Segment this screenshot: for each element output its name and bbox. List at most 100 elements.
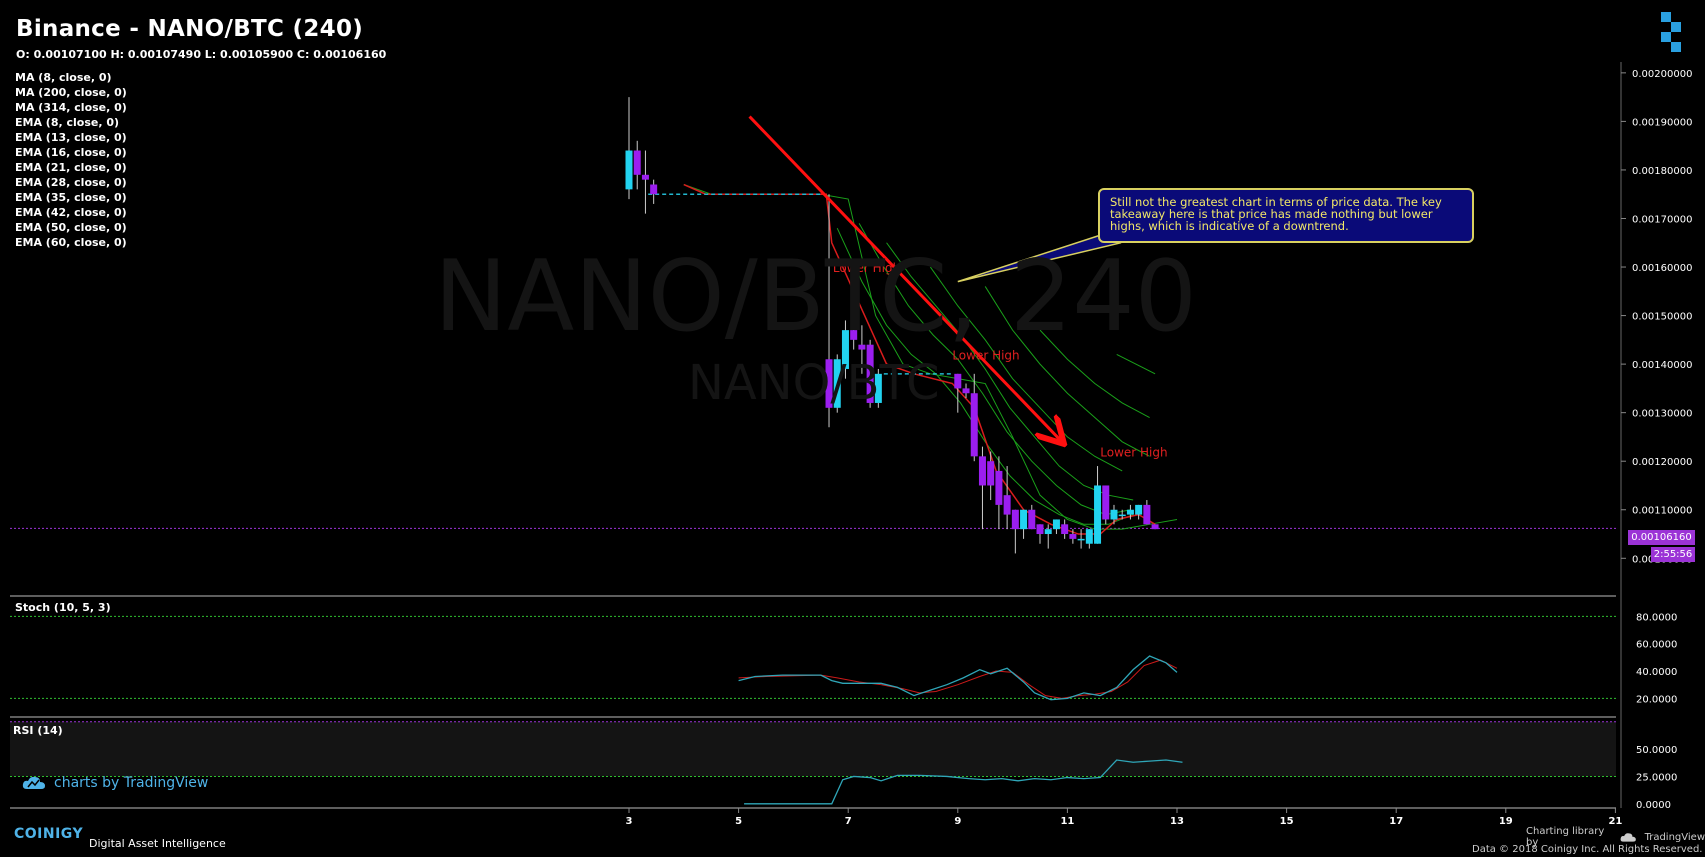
data-credit: Data © 2018 Coinigy Inc. All Rights Rese… [1472,844,1703,855]
lower-high-label: Lower High [1100,445,1167,459]
candle-body [1044,529,1052,535]
indicator-label[interactable]: EMA (50, close, 0) [15,221,127,234]
candle-body [625,150,633,190]
callout-note[interactable]: Still not the greatest chart in terms of… [1098,188,1474,243]
candle-body [1036,524,1044,535]
price-tick-label: 0.00200000 [1632,69,1692,80]
indicator-label[interactable]: EMA (60, close, 0) [15,236,127,249]
rsi-line [744,759,1183,805]
candle-body [962,388,970,394]
coinigy-corner-logo[interactable] [1643,0,1705,58]
indicator-label[interactable]: MA (314, close, 0) [15,101,127,114]
ohlc-readout: O: 0.00107100 H: 0.00107490 L: 0.0010590… [16,48,387,61]
candle-body [1126,509,1134,515]
candle-body [1094,485,1102,544]
ema-line [929,266,1123,472]
candle-body [987,461,995,486]
time-tick-label: 9 [954,816,961,827]
candle-body [995,470,1003,505]
time-tick-label: 5 [735,816,742,827]
trendline-arrow [748,115,1062,442]
rsi-tick-label: 0.0000 [1636,800,1671,811]
time-tick-label: 13 [1170,816,1184,827]
candle-timer-tag: 2:55:56 [1651,547,1695,562]
price-tick-label: 0.00140000 [1632,360,1692,371]
candle-body [1052,519,1060,530]
tradingview-cloud-icon [1620,832,1636,842]
time-tick-label: 7 [845,816,852,827]
candle-body [1102,485,1110,520]
coinigy-mark-icon [1643,0,1705,58]
stoch-pane-label[interactable]: Stoch (10, 5, 3) [15,601,111,614]
price-tick-label: 0.00180000 [1632,166,1692,177]
time-tick-label: 19 [1499,816,1513,827]
watermark-symbol: NANO/BTC, 240 [434,240,1197,354]
last-price-tag: 0.00106160 [1628,530,1695,545]
indicator-list: MA (8, close, 0) MA (200, close, 0) MA (… [15,70,127,250]
candle-body [970,393,978,457]
chart-title: Binance - NANO/BTC (240) [16,16,364,42]
indicator-label[interactable]: EMA (35, close, 0) [15,191,127,204]
price-tick-label: 0.00120000 [1632,457,1692,468]
candle-body [1118,514,1126,517]
price-tick-label: 0.00190000 [1632,117,1692,128]
price-tick-label: 0.00170000 [1632,214,1692,225]
candle-body [1135,504,1143,515]
time-tick-label: 15 [1280,816,1294,827]
indicator-label[interactable]: EMA (28, close, 0) [15,176,127,189]
candle-body [1069,534,1077,539]
candle-body [1143,504,1151,525]
tradingview-short-label: TradingView [1644,831,1705,843]
charting-library-credit[interactable]: Charting library by TradingView [1526,826,1705,848]
price-tick-label: 0.00130000 [1632,409,1692,420]
candle-body [866,344,874,403]
indicator-label[interactable]: EMA (8, close, 0) [15,116,120,129]
candle-body [978,456,986,486]
candle-body [825,359,833,408]
indicator-label[interactable]: EMA (13, close, 0) [15,131,127,144]
stoch-tick-label: 40.0000 [1636,667,1677,678]
rsi-band [10,721,1616,777]
candle-body [1085,529,1093,544]
candle-body [874,373,882,403]
indicator-label[interactable]: EMA (42, close, 0) [15,206,127,219]
price-tick-label: 0.00110000 [1632,506,1692,517]
tradingview-link[interactable]: charts by TradingView [22,775,208,791]
ema-line [1039,329,1150,418]
price-tick-label: 0.00150000 [1632,312,1692,323]
stoch-tick-label: 80.0000 [1636,612,1677,623]
rsi-tick-label: 50.0000 [1636,745,1677,756]
time-tick-label: 21 [1608,816,1622,827]
indicator-label[interactable]: EMA (16, close, 0) [15,146,127,159]
candle-body [833,359,841,408]
indicator-label[interactable]: EMA (21, close, 0) [15,161,127,174]
candle-body [1028,509,1036,530]
stoch-tick-label: 60.0000 [1636,640,1677,651]
time-tick-label: 17 [1389,816,1403,827]
candle-body [858,344,866,350]
coinigy-tagline: Digital Asset Intelligence [89,837,226,850]
watermark-symbol-small: NANO/BTC [688,355,940,411]
coinigy-wordmark: COINIGY [14,826,84,842]
coinigy-logo: COINIGY [14,826,83,842]
time-tick-label: 11 [1060,816,1074,827]
candle-body [1020,509,1028,530]
cloud-icon [22,776,45,789]
price-tick-label: 0.00160000 [1632,263,1692,274]
charting-library-label: Charting library by [1526,826,1605,848]
candle-body [1003,495,1011,515]
stoch-tick-label: 20.0000 [1636,694,1677,705]
rsi-pane-label[interactable]: RSI (14) [13,724,63,737]
candle-body [841,330,849,369]
ema-line [984,286,1150,457]
ema-line [836,227,1134,525]
candle-body [850,330,858,340]
indicator-label[interactable]: MA (200, close, 0) [15,86,127,99]
candle-body [1061,524,1069,535]
ema-line [858,223,1131,516]
candle-body [954,373,962,389]
ema-line [886,242,1134,501]
candle-body [1151,524,1159,530]
indicator-label[interactable]: MA (8, close, 0) [15,71,112,84]
